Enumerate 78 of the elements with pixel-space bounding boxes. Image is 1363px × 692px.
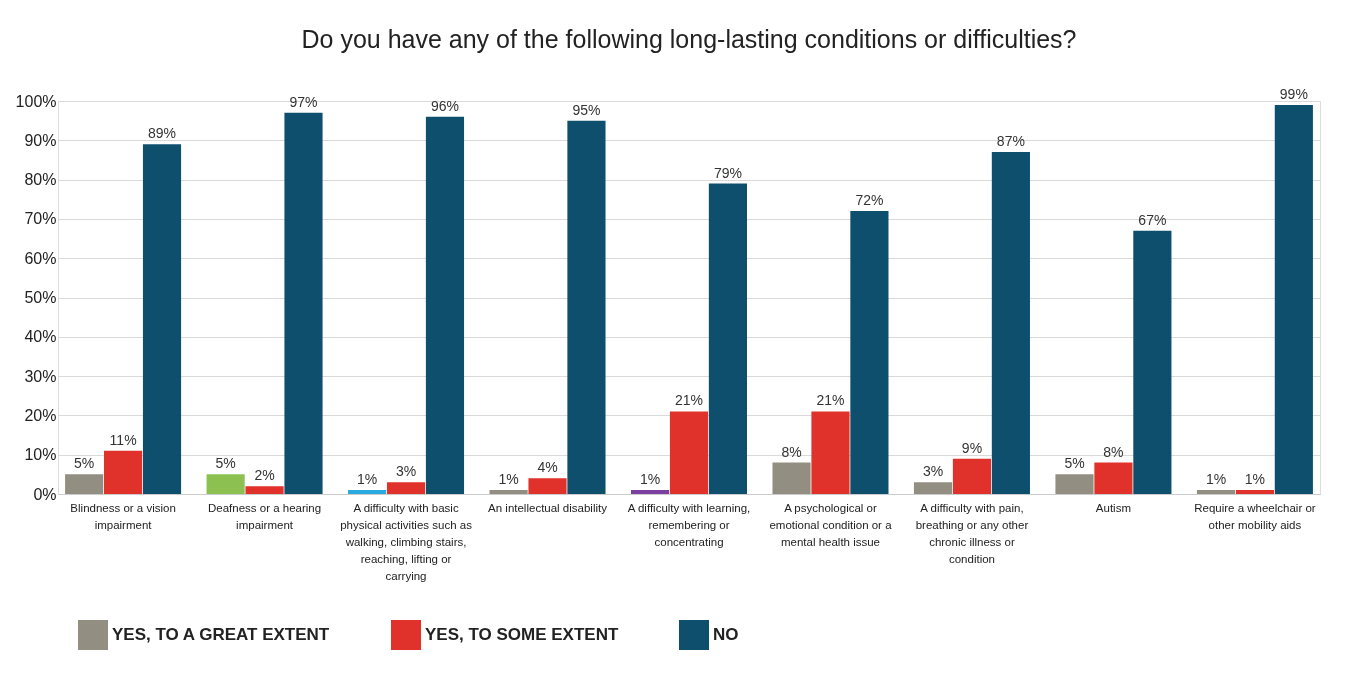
data-label: 95% <box>572 101 601 118</box>
y-tick-label: 100% <box>15 92 57 110</box>
data-label: 89% <box>148 125 177 142</box>
x-tick-label: A difficulty with basic physical activities such as walking, climbing stairs, reaching, lifting or carrying <box>340 501 473 582</box>
y-tick-label: 30% <box>24 367 57 385</box>
bar <box>142 144 182 494</box>
data-label: 9% <box>961 439 983 456</box>
y-tick-label: 60% <box>24 249 57 267</box>
x-tick-label: Blindness or a vision impairment <box>70 501 176 531</box>
bar <box>348 490 387 494</box>
data-label: 8% <box>781 443 802 460</box>
legend-label: NO <box>713 625 739 644</box>
bar <box>104 450 143 494</box>
data-label: 79% <box>713 164 742 181</box>
bar <box>1094 462 1133 494</box>
bar <box>1235 490 1274 494</box>
data-label: 2% <box>254 467 275 484</box>
data-label: 67% <box>1138 211 1167 228</box>
data-label: 3% <box>922 463 944 480</box>
bar <box>206 474 245 494</box>
y-tick-label: 10% <box>24 446 57 464</box>
bar <box>528 478 567 494</box>
bar <box>850 211 889 494</box>
x-tick-label: An intellectual disability <box>488 501 608 514</box>
bar <box>489 490 528 494</box>
bar <box>425 116 465 494</box>
bar <box>567 120 606 494</box>
y-tick-label: 90% <box>24 131 57 149</box>
data-label: 21% <box>674 392 704 409</box>
data-label: 97% <box>289 93 318 110</box>
x-tick-label: Autism <box>1095 501 1132 514</box>
data-label: 11% <box>109 431 137 448</box>
bar <box>284 112 323 494</box>
data-label: 8% <box>1103 443 1124 460</box>
data-label: 3% <box>395 463 417 480</box>
bar <box>1196 490 1236 494</box>
y-tick-label: 50% <box>24 289 57 306</box>
data-label: 1% <box>356 471 378 488</box>
legend-label: YES, TO SOME EXTENT <box>425 625 619 644</box>
y-tick-label: 80% <box>24 171 57 189</box>
data-label: 96% <box>430 97 459 114</box>
x-tick-label: A difficulty with learning, remembering or concentrating <box>627 501 751 548</box>
bar <box>1133 230 1172 494</box>
x-tick-label: Require a wheelchair or other mobility aids <box>1194 501 1316 531</box>
data-label: 1% <box>498 471 519 488</box>
bar <box>708 183 748 494</box>
bar <box>630 490 670 494</box>
bar <box>1274 104 1313 494</box>
chart-title: Do you have any of the following long-lasting conditions or difficulties? <box>301 24 1077 53</box>
data-label: 5% <box>1064 455 1085 472</box>
data-label: 21% <box>816 392 845 409</box>
data-label: 1% <box>1244 471 1266 488</box>
y-tick-label: 70% <box>24 210 57 228</box>
data-label: 72% <box>855 192 884 209</box>
bar <box>772 462 811 494</box>
bar <box>65 474 104 494</box>
bar <box>811 411 850 494</box>
data-label: 1% <box>1205 471 1227 488</box>
bar <box>913 482 953 494</box>
bar <box>991 152 1030 494</box>
x-tick-label: A difficulty with pain, breathing or any other chronic illness or condition <box>915 501 1029 565</box>
bar <box>1055 474 1094 494</box>
bar <box>245 486 284 494</box>
data-label: 87% <box>996 133 1025 150</box>
bar <box>952 458 992 494</box>
data-label: 4% <box>537 459 558 476</box>
bar <box>386 482 426 494</box>
legend-label: YES, TO A GREAT EXTENT <box>112 625 330 644</box>
y-tick-label: 0% <box>33 485 57 503</box>
y-tick-label: 20% <box>24 406 57 424</box>
data-label: 5% <box>215 455 236 472</box>
data-label: 5% <box>74 455 95 472</box>
data-label: 1% <box>639 471 661 488</box>
data-label: 99% <box>1279 85 1308 102</box>
y-tick-label: 40% <box>24 328 57 346</box>
x-tick-label: Deafness or a hearing impairment <box>207 501 322 531</box>
bar <box>669 411 709 494</box>
x-tick-label: A psychological or emotional condition or a mental health issue <box>769 501 893 548</box>
